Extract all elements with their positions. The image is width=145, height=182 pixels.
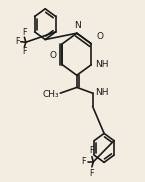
Text: N: N [74,21,80,30]
Text: CH₃: CH₃ [42,90,59,99]
Text: NH: NH [95,88,109,97]
Text: F: F [15,37,20,46]
Text: O: O [50,51,57,60]
Text: O: O [97,32,104,41]
Text: F: F [22,28,27,37]
Text: NH: NH [95,60,109,69]
Text: F: F [82,157,86,166]
Text: F: F [90,169,94,178]
Text: F: F [22,47,27,56]
Text: F: F [90,146,94,155]
